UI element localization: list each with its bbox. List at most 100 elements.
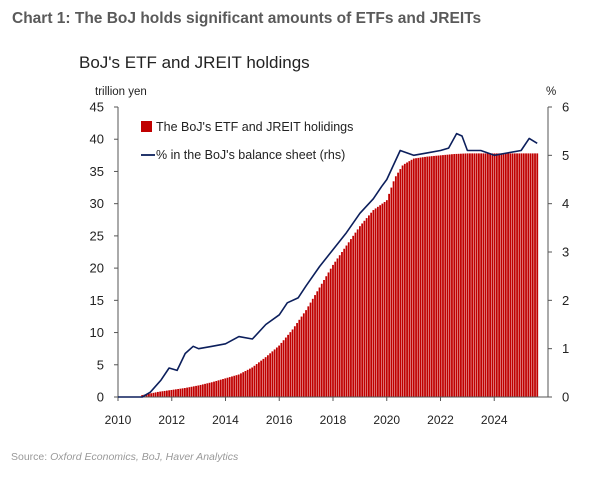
holdings-bar [154, 392, 157, 397]
holdings-bar [372, 210, 375, 397]
holdings-bar [192, 386, 195, 397]
holdings-bar [278, 345, 281, 397]
source-note: Source: Oxford Economics, BoJ, Haver Ana… [11, 451, 238, 463]
right-tick-label: 3 [562, 245, 569, 260]
holdings-bar [365, 218, 368, 397]
holdings-bar [516, 153, 518, 397]
holdings-bar [428, 156, 431, 397]
holdings-bar [206, 383, 209, 397]
holdings-bar [150, 393, 153, 397]
holdings-bar [141, 395, 144, 397]
holdings-bar [522, 153, 525, 397]
holdings-bar [406, 162, 408, 397]
holdings-bar [397, 172, 399, 397]
holdings-bar [513, 153, 516, 397]
holdings-bar [165, 390, 168, 397]
holdings-bar [258, 362, 260, 397]
holdings-bar [204, 383, 206, 397]
holdings-bar [314, 295, 316, 397]
holdings-bar [509, 153, 512, 397]
holdings-bar [363, 220, 366, 397]
holdings-bar [464, 153, 467, 397]
holdings-bar [152, 392, 155, 397]
holdings-bar [302, 313, 305, 397]
holdings-bar [262, 358, 265, 397]
holdings-bar [419, 157, 422, 397]
holdings-bar [287, 334, 289, 397]
holdings-bar [235, 375, 238, 397]
holdings-bar [457, 153, 460, 397]
holdings-bar [525, 153, 527, 397]
holdings-bar [217, 380, 220, 397]
holdings-bar [325, 276, 328, 397]
source-text: Oxford Economics, BoJ, Haver Analytics [50, 451, 239, 463]
holdings-bar [527, 153, 530, 397]
holdings-bar [421, 157, 424, 397]
holdings-bar [453, 154, 456, 397]
holdings-bar [273, 349, 276, 397]
left-tick-label: 5 [97, 357, 104, 372]
holdings-bar [511, 153, 514, 397]
holdings-bar [163, 390, 166, 397]
holdings-bar [469, 153, 471, 397]
holdings-bar [345, 245, 348, 397]
x-tick-label: 2016 [266, 413, 293, 427]
holdings-bar [486, 153, 489, 397]
chart-title: BoJ's ETF and JREIT holdings [79, 53, 310, 72]
holdings-bar [197, 385, 200, 397]
holdings-bar [242, 372, 245, 397]
holdings-bar [489, 153, 492, 397]
right-tick-label: 1 [562, 341, 569, 356]
holdings-bar [181, 388, 184, 397]
holdings-bar [482, 153, 485, 397]
holdings-bar [439, 155, 442, 397]
holdings-bar [320, 283, 323, 397]
holdings-bar [460, 153, 462, 397]
holdings-bar [376, 206, 379, 397]
holdings-bar [275, 347, 278, 397]
right-tick-label: 0 [562, 390, 569, 405]
holdings-bar [388, 193, 390, 397]
holdings-bar [296, 323, 298, 397]
holdings-bar [361, 223, 364, 397]
holdings-bar [518, 153, 521, 397]
holdings-bar [529, 153, 532, 397]
holdings-bar [390, 187, 393, 397]
holdings-bar [477, 153, 480, 397]
holdings-bar [462, 153, 465, 397]
x-tick-label: 2024 [481, 413, 508, 427]
holdings-bar [379, 205, 382, 397]
x-tick-label: 2012 [158, 413, 185, 427]
holdings-bar [442, 155, 444, 397]
holdings-bar [430, 156, 433, 397]
holdings-bar [534, 153, 536, 397]
holdings-bar [318, 287, 321, 397]
holdings-bar [359, 226, 361, 397]
holdings-bar [410, 159, 413, 397]
holdings-bar [415, 158, 417, 397]
holdings-bar [188, 387, 191, 397]
left-tick-label: 30 [90, 196, 104, 211]
holdings-bar [374, 208, 377, 397]
holdings-bar [264, 357, 267, 397]
holdings-bar [145, 394, 148, 397]
holdings-bar [172, 389, 175, 397]
holdings-bar [356, 229, 359, 397]
holdings-bar [495, 153, 498, 397]
holdings-bar [401, 165, 404, 397]
holdings-bar [233, 375, 236, 397]
holdings-bar [383, 201, 386, 397]
holdings-bar [186, 387, 188, 397]
holdings-bar [498, 153, 500, 397]
holdings-bar [466, 153, 469, 397]
holdings-bar [327, 272, 330, 397]
legend-line-label: % in the BoJ's balance sheet (rhs) [156, 148, 345, 162]
holdings-bar [208, 382, 211, 397]
holdings-bar [426, 156, 429, 397]
holdings-bar [433, 155, 435, 397]
holdings-bar [309, 302, 312, 397]
holdings-bar [260, 360, 263, 397]
bar-series [141, 153, 539, 397]
right-tick-label: 6 [562, 100, 569, 115]
